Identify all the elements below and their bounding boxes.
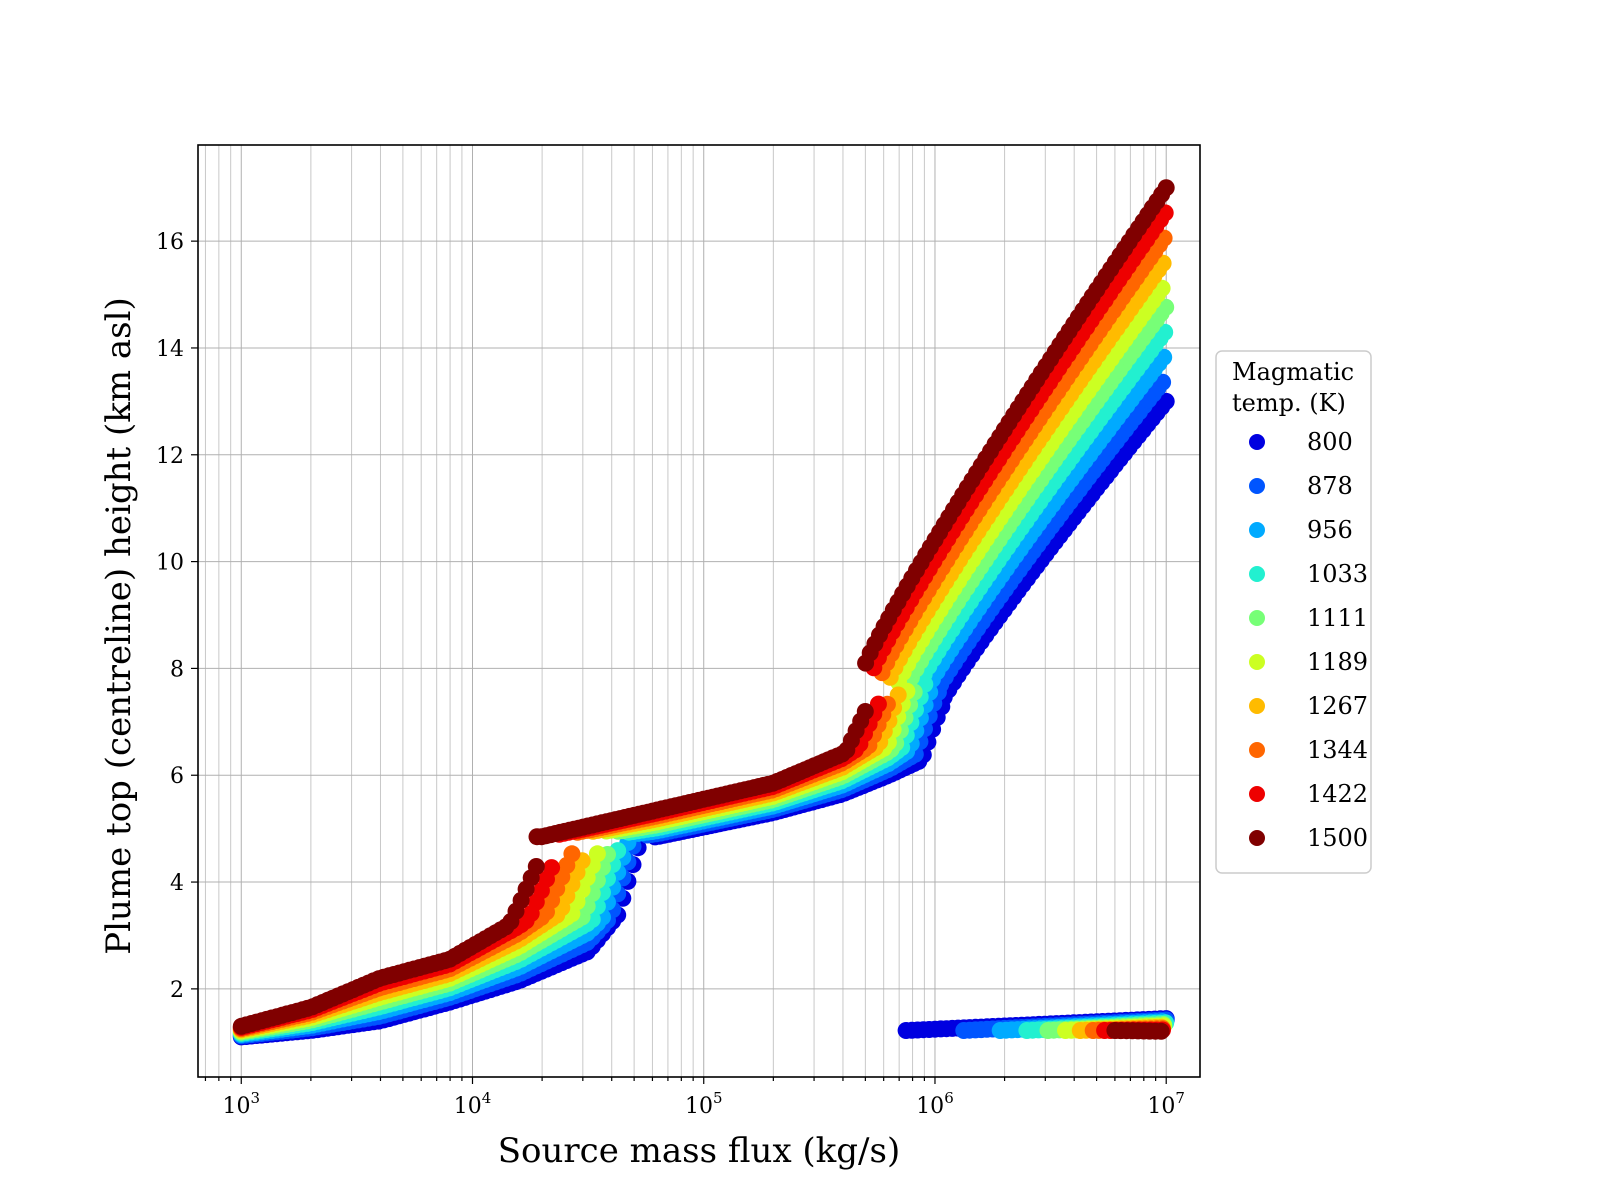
legend-marker-1033	[1249, 566, 1265, 582]
point	[869, 695, 887, 713]
legend-label-1189: 1189	[1307, 648, 1368, 676]
legend-label-1500: 1500	[1307, 824, 1368, 852]
legend-marker-800	[1249, 434, 1265, 450]
point	[588, 845, 606, 863]
x-tick-label: 104	[454, 1089, 492, 1119]
legend-label-1033: 1033	[1307, 560, 1368, 588]
y-axis-label: Plume top (centreline) height (km asl)	[99, 297, 139, 955]
y-tick-label: 4	[170, 871, 184, 896]
point	[543, 859, 561, 877]
legend-marker-956	[1249, 522, 1265, 538]
legend-label-800: 800	[1307, 428, 1353, 456]
legend-label-1344: 1344	[1307, 736, 1368, 764]
point	[856, 703, 874, 720]
point	[1157, 179, 1175, 197]
scatter-points	[232, 179, 1175, 1046]
x-tick-label: 107	[1147, 1089, 1185, 1119]
legend-title-line-2: temp. (K)	[1232, 389, 1346, 417]
axis-ticks: 103 104 105 106 107 2 4 6 8 10 12 14 16	[156, 230, 1185, 1119]
legend-label-878: 878	[1307, 472, 1353, 500]
legend: Magmatic temp. (K) 800 878 956 1033 1111 1189…	[1215, 350, 1372, 874]
point	[1154, 254, 1172, 272]
y-tick-label: 16	[156, 230, 184, 255]
y-tick-label: 10	[156, 551, 184, 576]
legend-marker-1422	[1249, 786, 1265, 802]
legend-marker-1111	[1249, 610, 1265, 626]
x-tick-label: 105	[685, 1089, 723, 1119]
point	[1152, 1022, 1170, 1040]
y-tick-label: 6	[170, 764, 184, 789]
grid	[198, 145, 1200, 1077]
x-tick-label: 103	[222, 1089, 260, 1119]
legend-label-1267: 1267	[1307, 692, 1368, 720]
legend-marker-878	[1249, 478, 1265, 494]
point	[563, 845, 581, 863]
legend-label-956: 956	[1307, 516, 1353, 544]
point	[1154, 373, 1172, 391]
series-1500	[232, 179, 1175, 1040]
x-axis-label: Source mass flux (kg/s)	[498, 1131, 900, 1171]
point	[1153, 279, 1171, 297]
point	[1155, 229, 1173, 247]
x-tick-label: 106	[916, 1089, 954, 1119]
point	[1156, 323, 1174, 341]
y-tick-label: 8	[170, 657, 184, 682]
point	[1155, 348, 1173, 366]
series-1267	[232, 254, 1172, 1039]
legend-marker-1500	[1249, 830, 1265, 846]
legend-marker-1189	[1249, 654, 1265, 670]
y-tick-label: 14	[156, 337, 184, 362]
point	[1157, 392, 1175, 410]
legend-label-1111: 1111	[1307, 604, 1368, 632]
point	[527, 858, 545, 875]
point	[1157, 298, 1175, 316]
y-tick-label: 12	[156, 444, 184, 469]
legend-title-line-1: Magmatic	[1232, 358, 1354, 386]
series-1344	[232, 229, 1173, 1039]
legend-marker-1344	[1249, 742, 1265, 758]
legend-marker-1267	[1249, 698, 1265, 714]
plot-frame	[197, 144, 1201, 1078]
legend-label-1422: 1422	[1307, 780, 1368, 808]
y-tick-label: 2	[170, 978, 184, 1003]
